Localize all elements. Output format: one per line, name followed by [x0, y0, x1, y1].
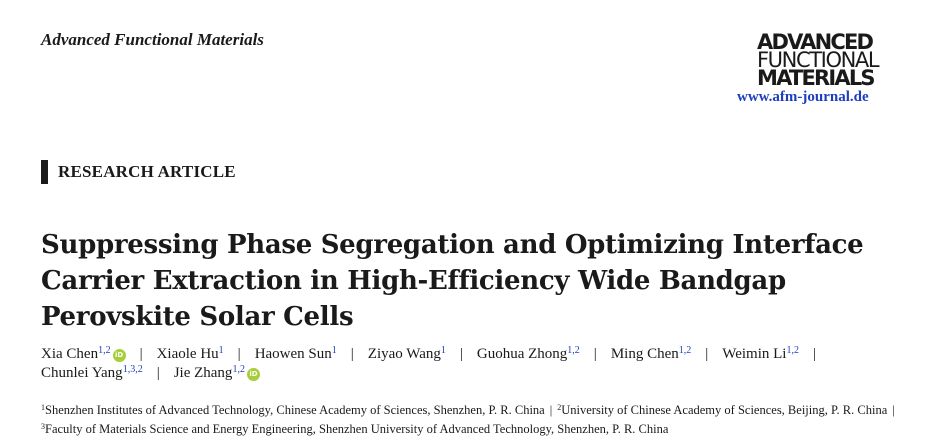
author-name[interactable]: Ziyao Wang [367, 346, 441, 362]
author-separator: | [237, 346, 241, 362]
logo-line-3: MATERIALS [757, 66, 876, 90]
journal-logo: ADVANCED FUNCTIONAL MATERIALS [757, 30, 883, 90]
affiliation-text: Faculty of Materials Science and Energy … [45, 422, 669, 436]
logo-line-1: ADVANCED [757, 30, 874, 54]
affiliation-text: University of Chinese Academy of Science… [561, 403, 888, 417]
author-affiliation-marker[interactable]: 1,2 [678, 345, 692, 356]
author-separator: | [459, 346, 463, 362]
affiliation-number: 2 [557, 403, 562, 412]
author-separator: | [705, 346, 709, 362]
logo-line-2: FUNCTIONAL [757, 48, 880, 72]
author-affiliation-marker[interactable]: 1,2 [567, 345, 580, 356]
author-name[interactable]: Haowen Sun [254, 346, 332, 362]
author-affiliation-marker[interactable]: 1,2 [98, 345, 111, 356]
orcid-icon[interactable]: iD [246, 367, 260, 381]
author-affiliation-marker[interactable]: 1 [440, 345, 446, 356]
author-affiliation-marker[interactable]: 1,2 [232, 363, 245, 375]
affiliation-text: Shenzhen Institutes of Advanced Technolo… [45, 403, 545, 417]
affiliation-number: 1 [41, 403, 45, 412]
author-separator: | [350, 346, 354, 362]
affiliation-item: 3Faculty of Materials Science and Energy… [41, 422, 668, 436]
author-entry[interactable]: Guohua Zhong1,2 [476, 345, 580, 363]
author-affiliation-marker[interactable]: 1 [331, 345, 337, 356]
author-entry[interactable]: Chunlei Yang1,3,2 [41, 363, 143, 381]
orcid-icon[interactable]: iD [112, 349, 126, 362]
author-separator: | [139, 346, 143, 362]
affiliation-list: 1Shenzhen Institutes of Advanced Technol… [41, 401, 901, 439]
author-affiliation-marker[interactable]: 1,2 [786, 345, 799, 356]
article-type: RESEARCH ARTICLE [58, 162, 236, 181]
author-name[interactable]: Chunlei Yang [41, 364, 123, 381]
author-affiliation-marker[interactable]: 1,3,2 [122, 363, 143, 375]
author-name[interactable]: Xia Chen [41, 346, 99, 362]
author-name[interactable]: Guohua Zhong [476, 346, 568, 362]
affiliation-separator: | [549, 403, 553, 417]
journal-name: Advanced Functional Materials [41, 30, 264, 49]
affiliation-item: 2University of Chinese Academy of Scienc… [557, 403, 887, 417]
author-entry[interactable]: Xiaole Hu1 [156, 345, 224, 363]
author-name[interactable]: Ming Chen [610, 346, 679, 362]
author-entry[interactable]: Xia Chen1,2 iD [41, 346, 126, 362]
affiliation-item: 1Shenzhen Institutes of Advanced Technol… [41, 403, 545, 417]
author-name[interactable]: Jie Zhang [173, 364, 233, 381]
author-separator: | [593, 346, 597, 362]
author-entry[interactable]: Ziyao Wang1 [367, 345, 446, 363]
journal-url-link[interactable]: www.afm-journal.de [737, 89, 869, 105]
affiliation-number: 3 [41, 422, 45, 431]
article-type-marker [41, 160, 48, 184]
author-name[interactable]: Weimin Li [722, 346, 787, 362]
author-separator: | [156, 364, 160, 381]
author-list: Xia Chen1,2 iD | Xiaole Hu1 | Haowen Sun1 | Ziy… [41, 345, 901, 382]
affiliation-separator: | [892, 403, 895, 417]
author-entry[interactable]: Ming Chen1,2 [610, 345, 692, 363]
author-affiliation-marker[interactable]: 1 [218, 345, 224, 356]
author-name[interactable]: Xiaole Hu [156, 346, 219, 362]
author-entry[interactable]: Weimin Li1,2 [722, 345, 799, 363]
author-entry[interactable]: Jie Zhang1,2 iD [173, 363, 260, 381]
article-title: Suppressing Phase Segregation and Optimi… [41, 230, 864, 332]
author-separator: | [812, 346, 816, 362]
author-entry[interactable]: Haowen Sun1 [254, 345, 337, 363]
